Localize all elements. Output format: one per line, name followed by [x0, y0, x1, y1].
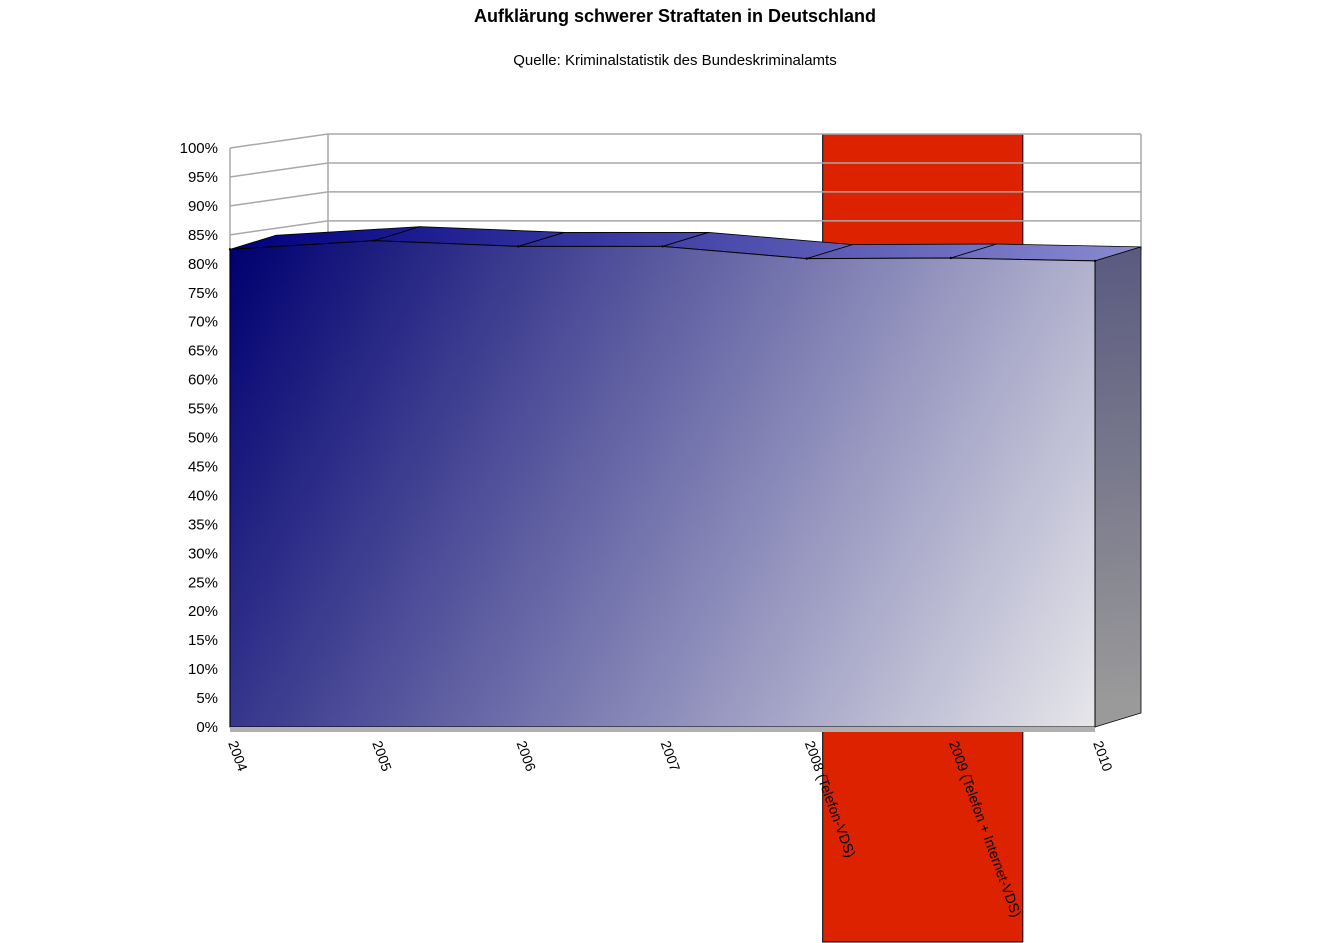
data-point-2005 — [372, 239, 376, 242]
y-tick-label: 65% — [188, 343, 218, 360]
x-tick-label: 2004 — [225, 739, 251, 774]
y-tick-label: 10% — [188, 661, 218, 678]
y-tick-label: 60% — [188, 372, 218, 389]
y-tick-label: 85% — [188, 227, 218, 244]
y-tick-label: 30% — [188, 545, 218, 562]
y-tick-label: 35% — [188, 516, 218, 533]
y-tick-label: 25% — [188, 574, 218, 591]
x-tick-label: 2007 — [658, 739, 684, 774]
data-point-2009 — [949, 256, 953, 260]
chart-title: Aufklärung schwerer Straftaten in Deutsc… — [473, 6, 877, 26]
floor-strip — [230, 727, 1095, 732]
y-tick-label: 55% — [188, 401, 218, 418]
series-area — [229, 240, 1096, 728]
y-tick-label: 100% — [180, 140, 218, 157]
y-axis: 0% 5% 10% 15% 20% 25% 30% 35% 40% 45% 50% 55% 60% 65%… — [180, 140, 218, 736]
y-tick-label: 95% — [188, 169, 218, 186]
y-tick-label: 0% — [196, 719, 218, 736]
y-tick-label: 40% — [188, 487, 218, 504]
y-tick-label: 5% — [196, 690, 218, 707]
y-tick-label: 90% — [188, 198, 218, 215]
data-point-2008 — [805, 257, 808, 260]
chart-subtitle: Quelle: Kriminalstatistik des Bundeskrim… — [513, 52, 837, 69]
y-tick-label: 15% — [188, 632, 218, 649]
grid-line-left — [229, 133, 329, 149]
series-side-face — [1094, 246, 1142, 728]
y-tick-label: 70% — [188, 314, 218, 331]
grid-line-left — [229, 220, 329, 236]
data-point-2007 — [661, 245, 664, 248]
y-tick-label: 80% — [188, 256, 218, 273]
area-layer — [228, 226, 1142, 732]
data-point-2006 — [517, 245, 520, 248]
data-point-2004 — [228, 248, 232, 251]
data-point-2010 — [1093, 259, 1097, 263]
x-tick-label: 2010 — [1090, 739, 1116, 774]
grid-line-left — [229, 191, 329, 207]
y-tick-label: 45% — [188, 458, 218, 475]
y-tick-label: 50% — [188, 430, 218, 447]
x-tick-label: 2005 — [369, 739, 395, 774]
x-tick-label: 2006 — [514, 739, 540, 774]
grid-line-left — [229, 162, 329, 178]
y-tick-label: 75% — [188, 285, 218, 302]
y-tick-label: 20% — [188, 603, 218, 620]
